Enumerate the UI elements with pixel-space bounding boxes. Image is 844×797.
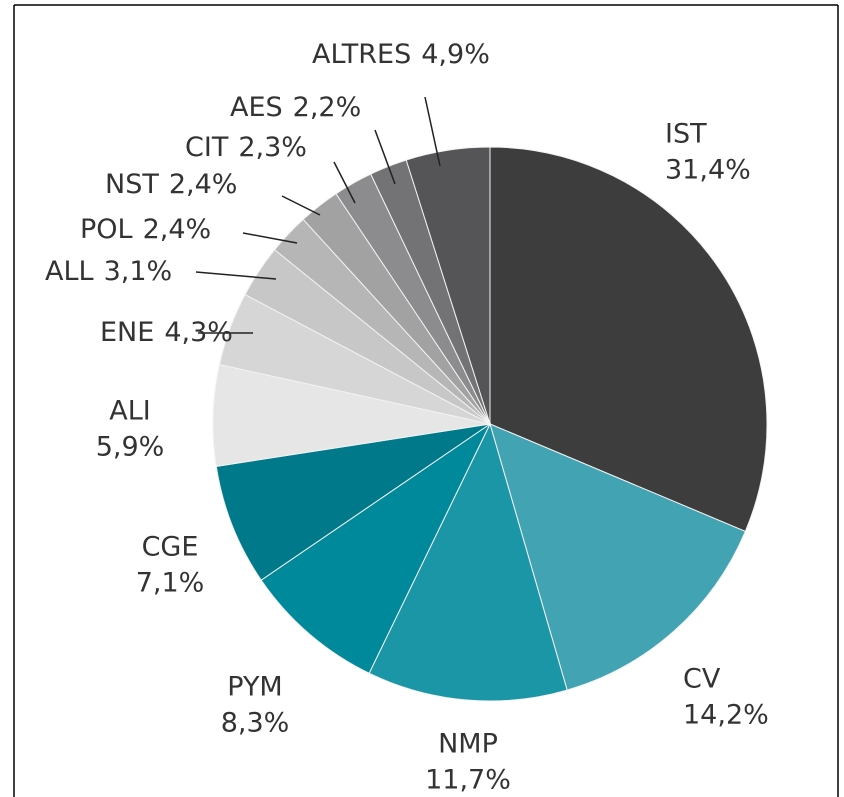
slice-value-label: 3,1% [104, 256, 173, 287]
pie [212, 146, 768, 702]
slice-label: AES [230, 92, 283, 123]
leader-line [281, 195, 321, 216]
leader-lines [195, 96, 441, 334]
slice-label: ALI [109, 396, 150, 427]
slice-label: PYM [227, 672, 282, 703]
slice-value-label: 2,3% [238, 132, 307, 163]
pie-slice [215, 423, 491, 581]
slice-label: CV [683, 664, 721, 695]
leader-line [374, 129, 396, 185]
slice-label-group: ENE 4,3% [100, 317, 233, 348]
slice-label: IST [665, 119, 707, 150]
slice-value-label: 4,3% [164, 317, 233, 348]
pie-slice [405, 146, 491, 425]
pie-slice [489, 146, 768, 533]
slice-value-label: 2,2% [293, 92, 362, 123]
slice-value-label: 2,4% [143, 214, 212, 245]
slice-label-group: AES 2,2% [230, 92, 361, 123]
pie-slice [489, 423, 746, 691]
slice-value-label: 11,7% [425, 765, 511, 796]
slice-value-label: 2,4% [169, 169, 238, 200]
slice-label-group: POL 2,4% [80, 214, 211, 245]
slice-label: ALTRES [312, 39, 411, 70]
leader-line [242, 232, 298, 244]
slice-label: CGE [142, 532, 199, 563]
slice-label: NMP [438, 729, 498, 760]
slice-label: ALL [45, 256, 94, 287]
pie-slice [260, 422, 492, 674]
slice-value-label: 4,9% [421, 39, 490, 70]
leader-line [333, 161, 356, 204]
slice-label-group: CIT 2,3% [185, 132, 307, 163]
slice-value-label: 7,1% [136, 568, 205, 599]
pie-slice [368, 422, 568, 702]
slice-label: CIT [185, 132, 229, 163]
slice-label-group: NST 2,4% [105, 169, 237, 200]
slice-value-label: 14,2% [683, 700, 769, 731]
slice-label-group: ALTRES 4,9% [312, 39, 490, 70]
slice-label: POL [80, 214, 133, 245]
leader-line [195, 271, 277, 280]
slice-value-label: 8,3% [221, 708, 290, 739]
slice-label: NST [105, 169, 159, 200]
slice-value-label: 31,4% [665, 155, 751, 186]
slice-value-label: 5,9% [96, 432, 165, 463]
leader-line [424, 96, 441, 167]
slice-label: ENE [100, 317, 154, 348]
slice-label-group: ALL 3,1% [45, 256, 172, 287]
